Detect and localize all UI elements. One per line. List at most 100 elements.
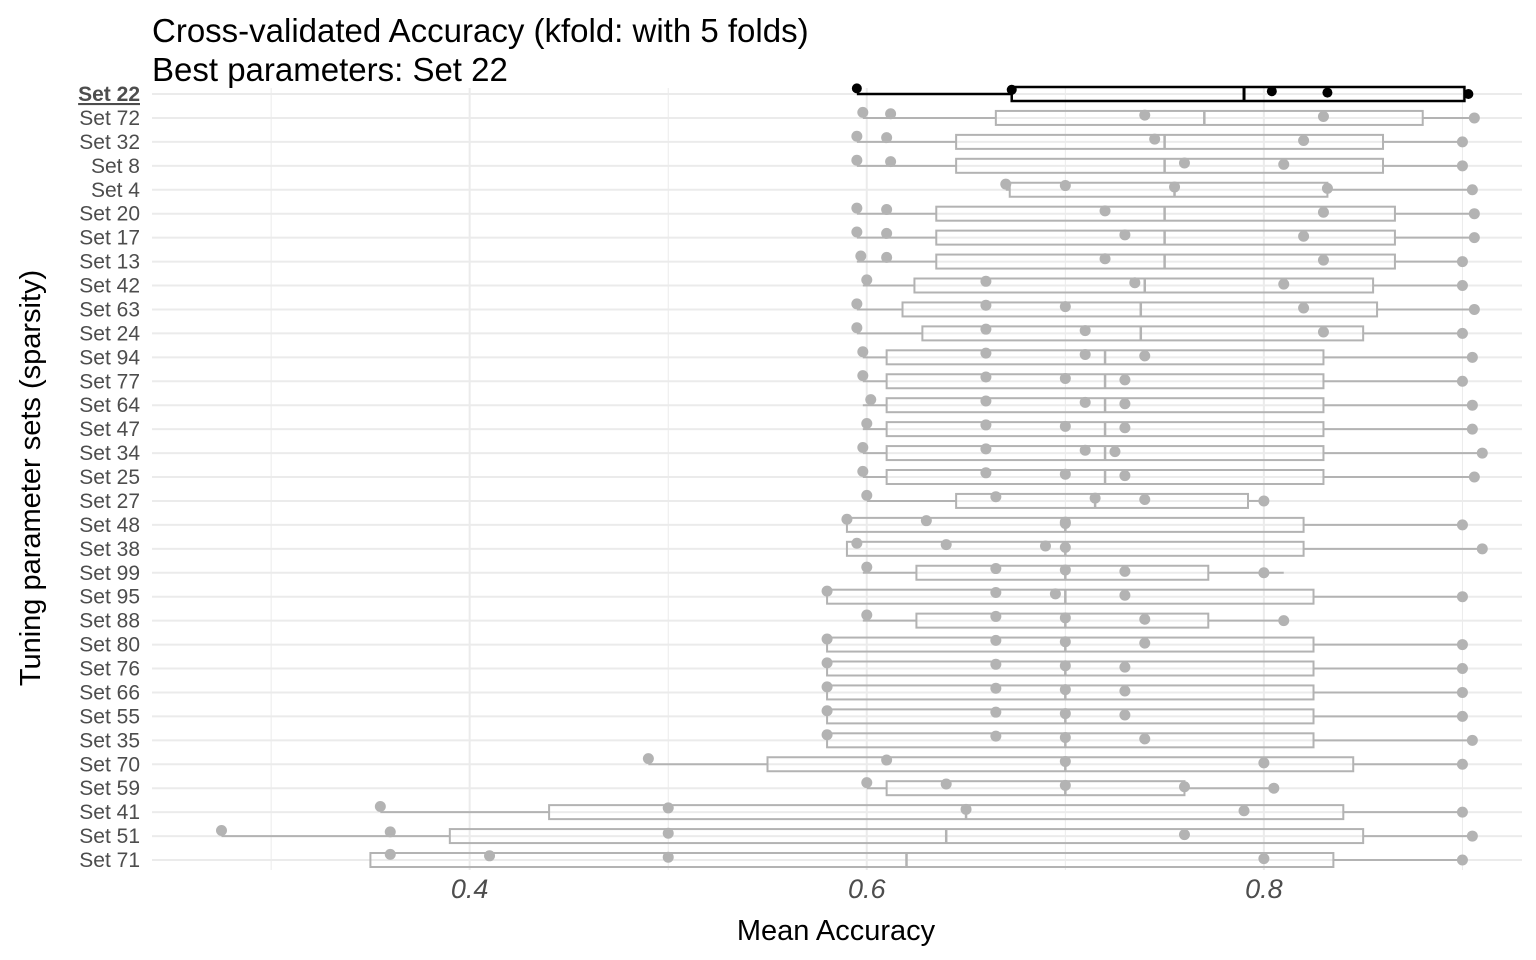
- fold-point: [1119, 398, 1131, 410]
- fold-point: [1059, 517, 1071, 529]
- fold-point: [1456, 160, 1468, 172]
- fold-point: [940, 778, 952, 790]
- fold-point: [1468, 208, 1480, 220]
- fold-point: [851, 202, 863, 214]
- boxplots: [221, 85, 1483, 868]
- fold-point: [1039, 540, 1051, 552]
- fold-point: [990, 658, 1002, 670]
- fold-point: [1476, 447, 1488, 459]
- fold-point: [1079, 444, 1091, 456]
- y-tick-label: Set 41: [79, 801, 140, 824]
- fold-point: [990, 586, 1002, 598]
- fold-point: [980, 467, 992, 479]
- boxplot-set-8: [856, 157, 1463, 174]
- boxplot-set-34: [862, 445, 1483, 462]
- fold-point: [960, 803, 972, 815]
- fold-point: [1059, 708, 1071, 720]
- fold-point: [851, 298, 863, 310]
- boxplot-set-25: [862, 469, 1475, 485]
- fold-point: [1178, 781, 1190, 793]
- y-tick-label: Set 34: [79, 442, 140, 465]
- boxplot-set-72: [862, 109, 1475, 126]
- fold-point: [662, 827, 674, 839]
- fold-point: [1119, 374, 1131, 386]
- fold-point: [1266, 86, 1277, 97]
- fold-point: [642, 753, 654, 765]
- fold-point: [990, 563, 1002, 575]
- fold-point: [1119, 589, 1131, 601]
- fold-point: [920, 515, 932, 527]
- fold-point: [1468, 232, 1480, 244]
- y-tick-label: Set 66: [79, 681, 140, 704]
- fold-point: [857, 370, 869, 382]
- fold-point: [865, 394, 877, 406]
- fold-point: [980, 275, 992, 287]
- fold-points: [215, 83, 1488, 866]
- box: [548, 804, 1345, 821]
- fold-point: [1466, 184, 1478, 196]
- y-tick-label: Set 51: [79, 825, 140, 848]
- boxplot-set-51: [221, 828, 1473, 845]
- fold-point: [885, 108, 897, 120]
- fold-point: [990, 706, 1002, 718]
- fold-point: [1059, 636, 1071, 648]
- fold-point: [1149, 133, 1161, 145]
- fold-point: [1169, 181, 1181, 193]
- fold-point: [1139, 109, 1151, 121]
- fold-point: [1258, 757, 1270, 769]
- fold-point: [1268, 782, 1280, 794]
- boxplot-set-32: [856, 133, 1463, 150]
- box: [955, 133, 1385, 150]
- boxplot-set-63: [856, 301, 1475, 318]
- fold-point: [1456, 663, 1468, 674]
- y-tick-label: Set 64: [79, 394, 140, 417]
- fold-point: [851, 226, 863, 238]
- fold-point: [1119, 229, 1131, 241]
- fold-point: [1298, 230, 1310, 242]
- boxplot-set-41: [380, 804, 1463, 821]
- fold-point: [851, 322, 863, 334]
- x-axis-title: Mean Accuracy: [737, 915, 936, 947]
- fold-point: [215, 824, 227, 836]
- fold-point: [1456, 639, 1468, 651]
- y-tick-label: Set 22: [78, 83, 140, 106]
- fold-point: [1258, 567, 1270, 579]
- y-tick-label: Set 80: [79, 634, 140, 657]
- fold-point: [857, 441, 869, 453]
- y-tick-label: Set 59: [79, 777, 140, 800]
- fold-point: [1129, 277, 1141, 289]
- y-tick-label: Set 32: [79, 131, 140, 154]
- fold-point: [861, 561, 873, 573]
- box: [826, 708, 1315, 725]
- fold-point: [1463, 89, 1474, 99]
- fold-point: [1119, 422, 1131, 434]
- fold-point: [1059, 564, 1071, 576]
- fold-point: [1119, 709, 1131, 721]
- boxplot-set-94: [862, 349, 1473, 366]
- chart-title: Cross-validated Accuracy (kfold: with 5 …: [152, 12, 809, 49]
- y-tick-label: Set 35: [79, 729, 140, 752]
- y-tick-label: Set 48: [79, 514, 140, 537]
- fold-point: [1178, 157, 1190, 169]
- fold-point: [861, 418, 873, 430]
- fold-point: [1278, 615, 1290, 627]
- boxplot-set-77: [862, 373, 1463, 390]
- box: [826, 732, 1315, 749]
- fold-point: [881, 203, 893, 215]
- fold-point: [1456, 591, 1468, 603]
- fold-point: [990, 634, 1002, 646]
- fold-point: [1278, 278, 1290, 290]
- fold-point: [1298, 134, 1310, 146]
- fold-point: [1119, 565, 1131, 577]
- fold-point: [821, 633, 833, 645]
- grid: [152, 88, 1522, 870]
- fold-point: [1321, 182, 1333, 194]
- fold-point: [861, 489, 873, 501]
- fold-point: [881, 132, 893, 144]
- y-tick-label: Set 71: [79, 849, 140, 872]
- fold-point: [990, 610, 1002, 622]
- box: [766, 756, 1355, 773]
- fold-point: [980, 395, 992, 407]
- fold-point: [1258, 495, 1270, 507]
